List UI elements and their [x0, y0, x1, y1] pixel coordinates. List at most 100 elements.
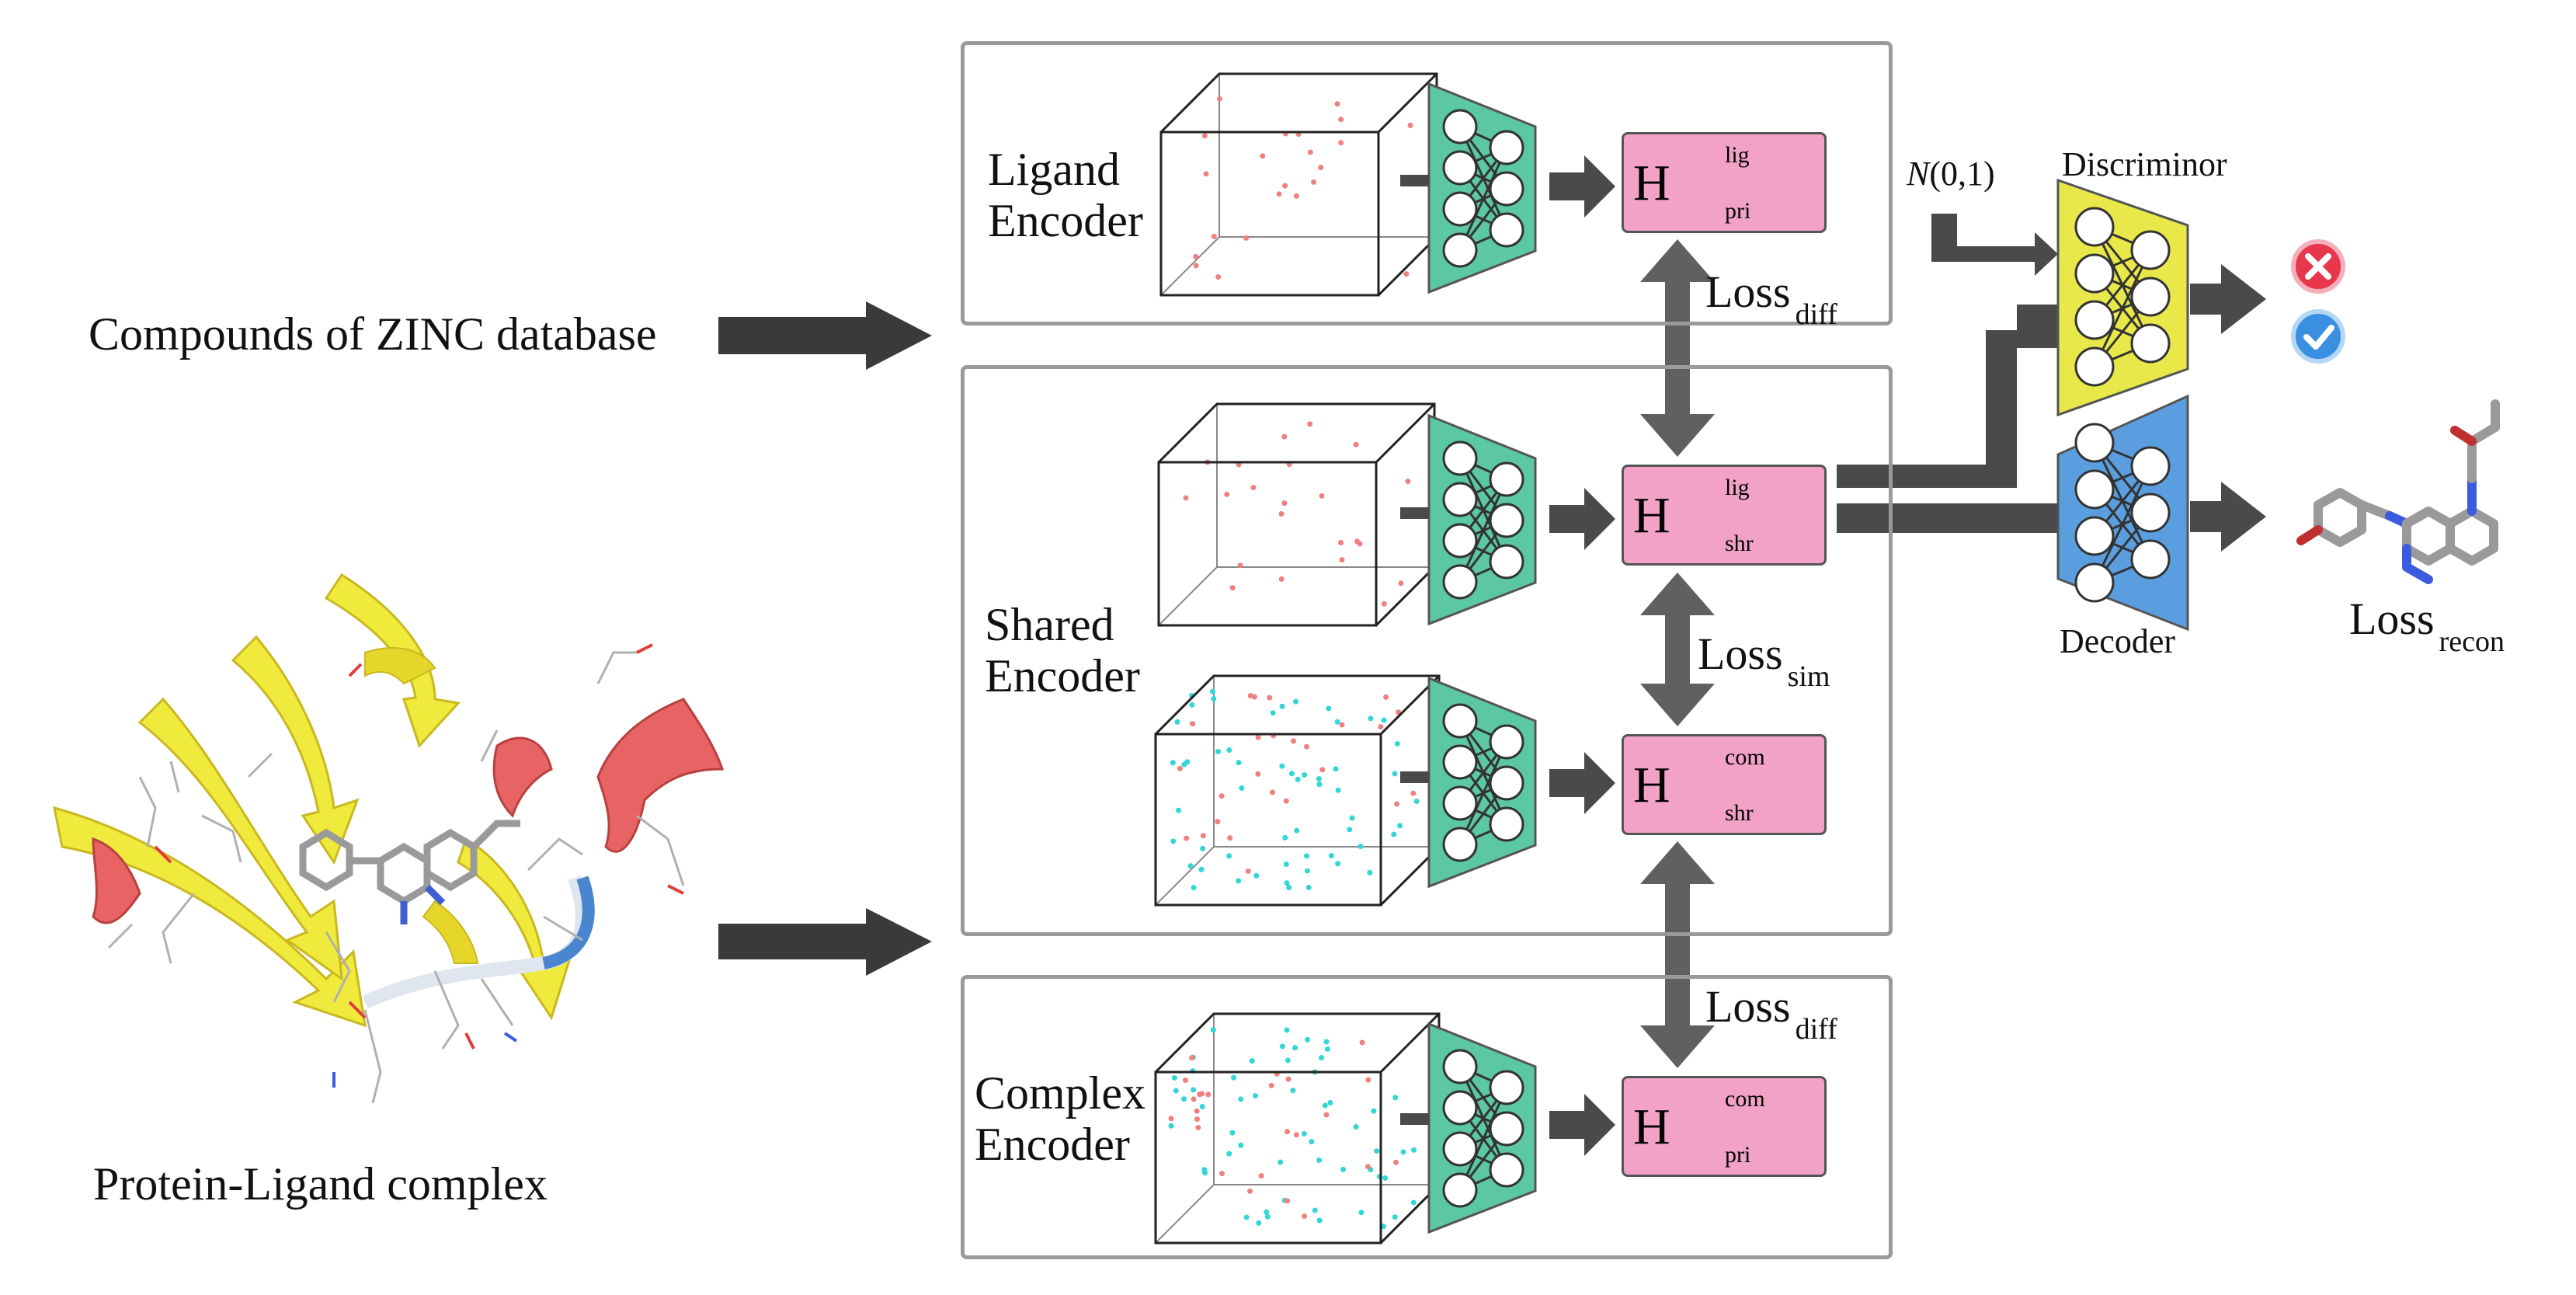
- scatter-point: [1392, 1214, 1398, 1220]
- net-node: [1442, 523, 1478, 559]
- h-com-pri-box: H com pri: [1622, 1076, 1827, 1177]
- scatter-point: [1358, 844, 1364, 850]
- prior-distribution-label: N(0,1): [1907, 154, 1995, 193]
- scatter-point: [1359, 1039, 1365, 1046]
- scatter-point: [1319, 493, 1325, 499]
- scatter-point: [1328, 853, 1334, 859]
- scatter-point: [1255, 771, 1261, 777]
- scatter-point: [1229, 585, 1236, 591]
- net-node: [1442, 1131, 1478, 1167]
- net-node: [2130, 446, 2171, 486]
- net-node: [1442, 744, 1478, 780]
- scatter-point: [1301, 1130, 1307, 1137]
- scatter-point: [1368, 715, 1374, 722]
- scatter-point: [1285, 1076, 1291, 1082]
- scatter-point: [1194, 1108, 1200, 1114]
- net-node: [1489, 724, 1524, 760]
- scatter-point: [1226, 747, 1232, 753]
- scatter-point: [1245, 868, 1251, 874]
- scatter-point: [1203, 171, 1209, 177]
- scatter-point: [1374, 1148, 1380, 1154]
- loss-subscript: sim: [1787, 660, 1830, 693]
- net-node: [2130, 277, 2171, 317]
- scatter-point: [1285, 1057, 1291, 1064]
- h-superscript: com: [1725, 1086, 1765, 1112]
- net-node: [1489, 765, 1524, 801]
- loss-sim-label: Loss sim: [1698, 628, 1830, 693]
- scatter-point: [1252, 1093, 1258, 1099]
- scatter-point: [1218, 793, 1225, 799]
- double-arrow: [1640, 841, 1715, 1068]
- red-strand: [92, 837, 141, 924]
- scatter-point: [1184, 835, 1190, 841]
- scatter-point: [1338, 140, 1344, 146]
- scatter-point: [1304, 868, 1310, 874]
- scatter-point: [1354, 538, 1360, 545]
- shared-encoder-panel: [961, 365, 1893, 936]
- neural-net: [1427, 1022, 1537, 1234]
- scatter-point: [1199, 1104, 1205, 1110]
- discriminator-output-arrow: [2190, 264, 2266, 334]
- complex-encoder-panel: [961, 975, 1893, 1259]
- net-node: [1489, 1152, 1524, 1188]
- beta-strand: [137, 697, 343, 982]
- scatter-point: [1339, 557, 1345, 563]
- scatter-point: [1316, 782, 1323, 788]
- scatter-point: [1215, 819, 1221, 825]
- scatter-point: [1278, 510, 1285, 517]
- loss-word: Loss: [2349, 594, 2435, 644]
- scatter-point: [1238, 1096, 1244, 1102]
- loss-word: Loss: [1705, 266, 1791, 317]
- scatter-point: [1340, 1166, 1347, 1172]
- net-to-h-arrow: [1549, 752, 1615, 814]
- net-node: [1442, 1090, 1478, 1126]
- scatter-point: [1392, 771, 1398, 777]
- scatter-point: [1281, 500, 1288, 507]
- h-com-shr-box: H com shr: [1622, 734, 1827, 835]
- scatter-point: [1293, 1132, 1299, 1138]
- net-to-h-arrow: [1549, 155, 1615, 218]
- shared-encoder-title-line2: Encoder: [985, 650, 1140, 701]
- h-subscript: shr: [1725, 800, 1754, 826]
- h-lig-pri-box: H lig pri: [1622, 132, 1827, 233]
- data-cube: [1157, 402, 1436, 627]
- net-node: [1489, 212, 1524, 248]
- scatter-point: [1284, 880, 1290, 886]
- ligand-encoder-title-line2: Encoder: [988, 195, 1143, 246]
- ligand-encoder-panel: [961, 41, 1893, 325]
- scatter-point: [1295, 776, 1301, 782]
- scatter-point: [1302, 771, 1308, 778]
- scatter-point: [1334, 101, 1340, 107]
- loss-subscript: diff: [1795, 1013, 1837, 1046]
- scatter-point: [1211, 233, 1217, 239]
- cube-to-net-arrow: [1400, 771, 1429, 783]
- scatter-point: [1396, 709, 1402, 715]
- net-to-h-arrow: [1549, 488, 1615, 550]
- scatter-point: [1353, 441, 1359, 447]
- shared-encoder-title-line1: Shared: [985, 599, 1114, 650]
- data-cube: [1159, 72, 1438, 297]
- neural-net: [1427, 676, 1537, 889]
- scatter-point: [1243, 1214, 1250, 1220]
- net-node: [2130, 539, 2171, 580]
- net-node: [2074, 207, 2115, 247]
- complex-encoder-title-line2: Encoder: [975, 1119, 1130, 1170]
- scatter-point: [1187, 863, 1194, 869]
- scatter-point: [1177, 765, 1183, 771]
- scatter-point: [1304, 853, 1310, 859]
- net-node: [1489, 544, 1524, 580]
- scatter-point: [1247, 1188, 1253, 1194]
- scatter-point: [1215, 273, 1222, 280]
- scatter-point: [1189, 1055, 1195, 1061]
- scatter-point: [1294, 827, 1300, 834]
- net-node: [1442, 109, 1478, 144]
- scatter-point: [1337, 539, 1344, 545]
- scatter-point: [1324, 1046, 1330, 1052]
- net-node: [2130, 493, 2171, 533]
- scatter-point: [1194, 1116, 1201, 1123]
- net-node: [2130, 230, 2171, 270]
- scatter-point: [1378, 723, 1384, 729]
- scatter-point: [1327, 1100, 1333, 1106]
- net-to-h-arrow: [1549, 1094, 1615, 1156]
